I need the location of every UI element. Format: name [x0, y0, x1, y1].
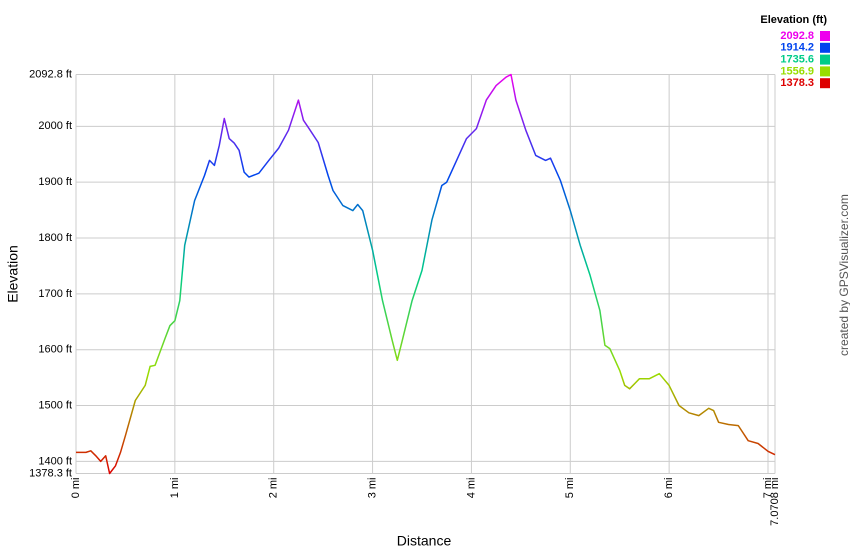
x-tick-label: 0 mi [70, 478, 82, 499]
legend-swatch [820, 54, 830, 65]
x-axis-label: Distance [397, 533, 452, 549]
legend-swatch [820, 31, 830, 41]
legend-label: 1556.9 [780, 65, 814, 77]
elevation-line [76, 73, 776, 475]
y-tick-label: 1400 ft [38, 455, 72, 467]
x-tick-label: 6 mi [663, 478, 675, 499]
x-tick-label: 7 mi [762, 478, 774, 499]
y-tick-label: 2000 ft [38, 120, 72, 132]
legend-swatch [820, 78, 830, 89]
credit: created by GPSVisualizer.com [837, 194, 850, 356]
legend-label: 1735.6 [780, 54, 814, 66]
x-tick-label: 2 mi [268, 478, 280, 499]
x-tick-label: 1 mi [169, 478, 181, 499]
legend-label: 2092.8 [780, 30, 814, 42]
legend-label: 1378.3 [780, 77, 814, 89]
legend-swatch [820, 42, 830, 53]
legend-title: Elevation (ft) [760, 14, 827, 26]
y-tick-label: 1800 ft [38, 232, 72, 244]
x-tick-label: 7.0708 mi [769, 478, 781, 526]
y-tick-label: 1900 ft [38, 176, 72, 188]
x-tick-label: 5 mi [564, 478, 576, 499]
y-tick-label: 1500 ft [38, 399, 72, 411]
y-tick-label: 1378.3 ft [29, 467, 72, 479]
y-tick-label: 1700 ft [38, 288, 72, 300]
y-tick-label: 1600 ft [38, 344, 72, 356]
y-tick-label: 2092.8 ft [29, 68, 72, 80]
legend-label: 1914.2 [780, 42, 814, 54]
x-tick-label: 4 mi [465, 478, 477, 499]
y-axis-label: Elevation [5, 245, 21, 303]
legend-swatch [820, 66, 830, 77]
x-tick-label: 3 mi [366, 478, 378, 499]
